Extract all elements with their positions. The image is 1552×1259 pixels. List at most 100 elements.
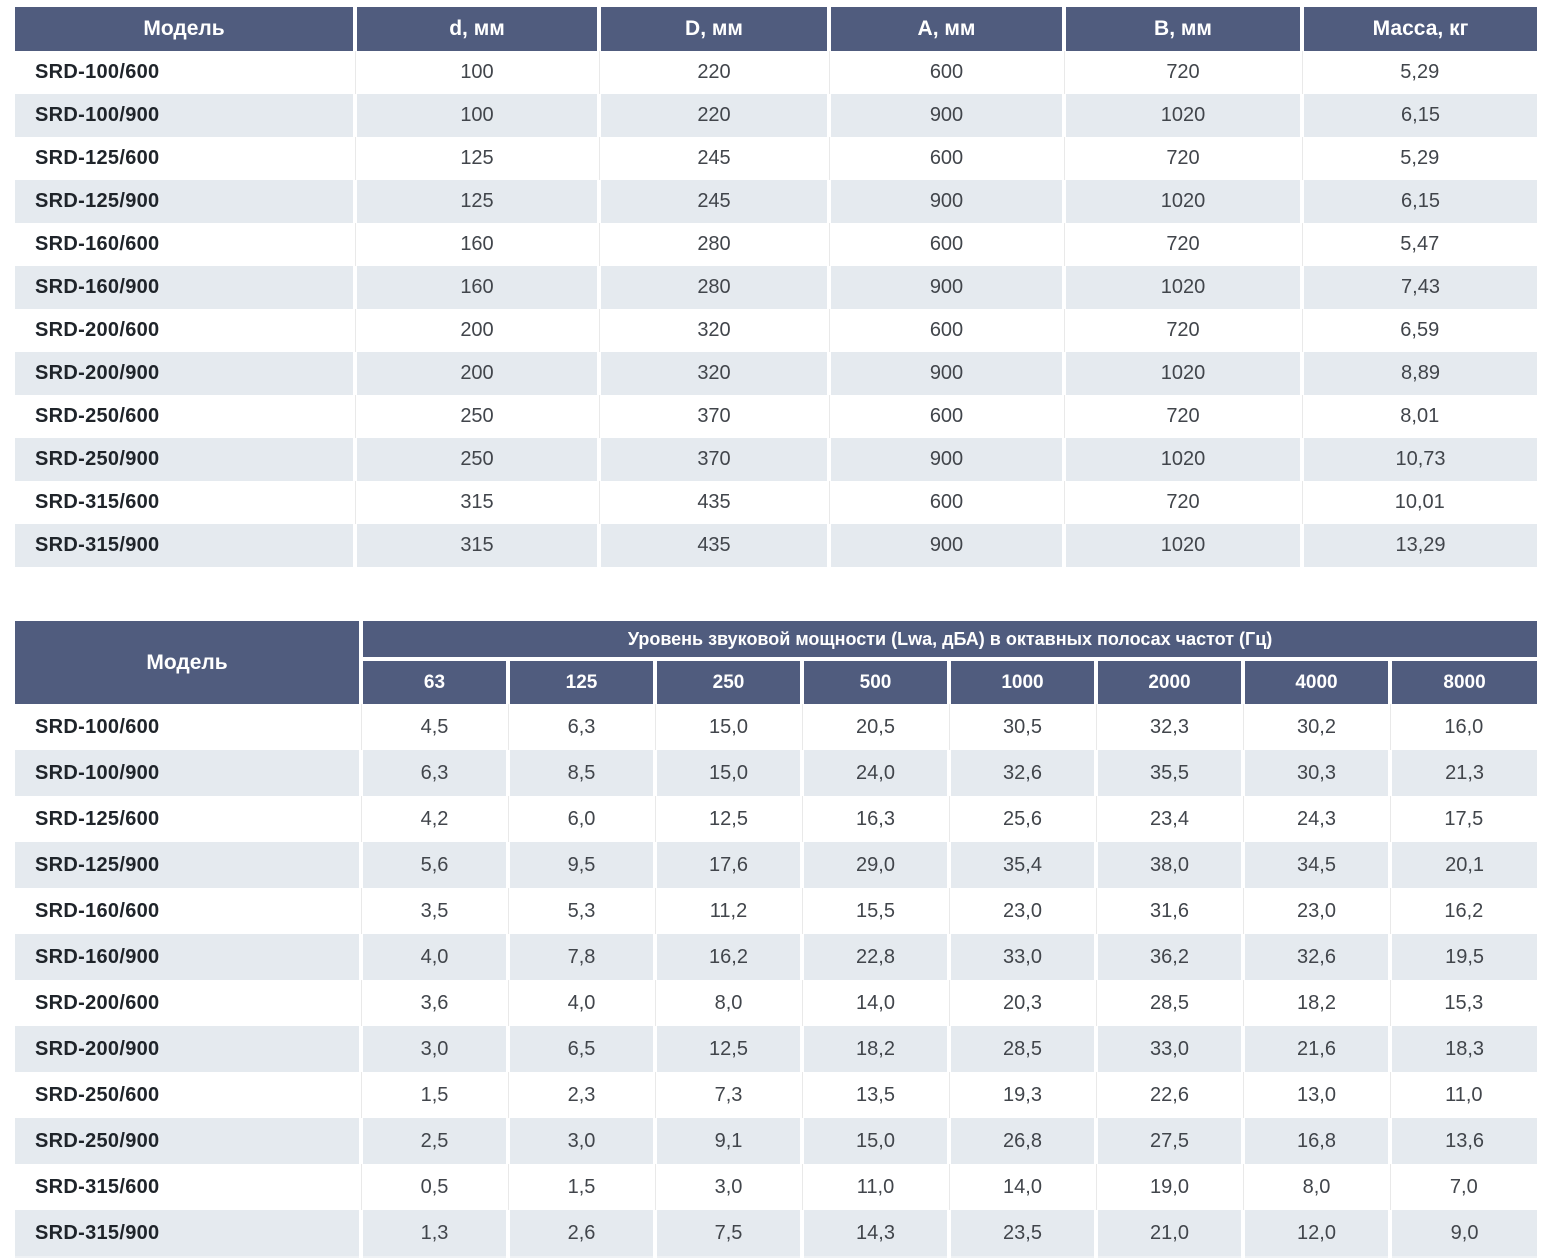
- value-cell: 1,5: [508, 1164, 656, 1210]
- model-cell: SRD-200/900: [15, 352, 357, 395]
- acoustic-row: SRD-100/600 4,5 6,3 15,0 20,5 30,5 32,3 30,2 16,…: [15, 704, 1538, 750]
- acoustic-row: SRD-160/900 4,0 7,8 16,2 22,8 33,0 36,2 32,6 19,…: [15, 934, 1538, 980]
- value-cell: 8,89: [1302, 352, 1537, 395]
- value-cell: 9,5: [508, 842, 657, 888]
- value-cell: 1020: [1064, 352, 1304, 395]
- value-cell: 20,1: [1390, 842, 1538, 888]
- value-cell: 220: [599, 94, 831, 137]
- acoustic-row: SRD-250/900 2,5 3,0 9,1 15,0 26,8 27,5 16,8 13,6: [15, 1118, 1538, 1164]
- value-cell: 5,47: [1302, 223, 1537, 266]
- value-cell: 9,1: [655, 1118, 804, 1164]
- value-cell: 3,0: [361, 1026, 510, 1072]
- value-cell: 33,0: [1096, 1026, 1245, 1072]
- value-cell: 600: [829, 309, 1065, 352]
- value-cell: 720: [1064, 137, 1303, 180]
- value-cell: 200: [355, 352, 601, 395]
- dimensions-row: SRD-125/600 125 245 600 720 5,29: [15, 137, 1537, 180]
- value-cell: 7,8: [508, 934, 657, 980]
- value-cell: 315: [355, 481, 600, 524]
- value-cell: 5,29: [1302, 137, 1537, 180]
- value-cell: 600: [829, 137, 1065, 180]
- model-cell: SRD-250/600: [15, 395, 356, 438]
- value-cell: 10,73: [1302, 438, 1537, 481]
- model-cell: SRD-160/900: [15, 934, 363, 980]
- value-cell: 12,0: [1243, 1210, 1392, 1257]
- value-cell: 33,0: [949, 934, 1098, 980]
- model-cell: SRD-250/900: [15, 1118, 363, 1164]
- value-cell: 125: [355, 137, 600, 180]
- dimensions-row: SRD-315/900 315 435 900 1020 13,29: [15, 524, 1537, 567]
- acoustic-row: SRD-125/900 5,6 9,5 17,6 29,0 35,4 38,0 34,5 20,…: [15, 842, 1538, 888]
- value-cell: 7,3: [655, 1072, 803, 1118]
- value-cell: 280: [599, 223, 830, 266]
- dimensions-row: SRD-125/900 125 245 900 1020 6,15: [15, 180, 1537, 223]
- value-cell: 19,3: [949, 1072, 1097, 1118]
- value-cell: 24,3: [1243, 796, 1391, 842]
- column-header-63hz: 63: [361, 659, 510, 704]
- value-cell: 720: [1064, 395, 1303, 438]
- model-cell: SRD-160/600: [15, 888, 362, 934]
- value-cell: 29,0: [802, 842, 951, 888]
- value-cell: 5,3: [508, 888, 656, 934]
- value-cell: 13,6: [1390, 1118, 1538, 1164]
- value-cell: 6,15: [1302, 94, 1537, 137]
- value-cell: 600: [829, 395, 1065, 438]
- value-cell: 245: [599, 180, 831, 223]
- dimensions-row: SRD-160/600 160 280 600 720 5,47: [15, 223, 1537, 266]
- value-cell: 7,0: [1390, 1164, 1538, 1210]
- value-cell: 32,3: [1096, 704, 1244, 750]
- model-cell: SRD-100/900: [15, 94, 357, 137]
- dimensions-row: SRD-250/600 250 370 600 720 8,01: [15, 395, 1537, 438]
- value-cell: 9,0: [1390, 1210, 1538, 1257]
- value-cell: 720: [1064, 51, 1303, 94]
- model-cell: SRD-315/900: [15, 524, 357, 567]
- value-cell: 900: [829, 180, 1066, 223]
- dimensions-row: SRD-100/600 100 220 600 720 5,29: [15, 51, 1537, 94]
- column-header-B: B, мм: [1064, 7, 1304, 51]
- acoustic-row: SRD-100/900 6,3 8,5 15,0 24,0 32,6 35,5 30,3 21,…: [15, 750, 1538, 796]
- value-cell: 17,5: [1390, 796, 1538, 842]
- value-cell: 20,5: [802, 704, 950, 750]
- value-cell: 370: [599, 438, 831, 481]
- value-cell: 12,5: [655, 796, 803, 842]
- value-cell: 28,5: [949, 1026, 1098, 1072]
- value-cell: 21,0: [1096, 1210, 1245, 1257]
- value-cell: 8,5: [508, 750, 657, 796]
- value-cell: 280: [599, 266, 831, 309]
- dimensions-row: SRD-100/900 100 220 900 1020 6,15: [15, 94, 1537, 137]
- value-cell: 19,5: [1390, 934, 1538, 980]
- column-header-8000hz: 8000: [1390, 659, 1538, 704]
- value-cell: 720: [1064, 309, 1303, 352]
- column-header-mass: Масса, кг: [1302, 7, 1537, 51]
- value-cell: 2,5: [361, 1118, 510, 1164]
- model-cell: SRD-315/600: [15, 1164, 362, 1210]
- model-cell: SRD-250/600: [15, 1072, 362, 1118]
- value-cell: 23,0: [949, 888, 1097, 934]
- value-cell: 18,2: [1243, 980, 1391, 1026]
- column-header-1000hz: 1000: [949, 659, 1098, 704]
- value-cell: 3,5: [361, 888, 509, 934]
- acoustic-row: SRD-250/600 1,5 2,3 7,3 13,5 19,3 22,6 13,0 11,0: [15, 1072, 1538, 1118]
- value-cell: 5,29: [1302, 51, 1537, 94]
- value-cell: 18,2: [802, 1026, 951, 1072]
- column-header-4000hz: 4000: [1243, 659, 1392, 704]
- value-cell: 36,2: [1096, 934, 1245, 980]
- value-cell: 23,5: [949, 1210, 1098, 1257]
- value-cell: 13,0: [1243, 1072, 1391, 1118]
- dimensions-row: SRD-160/900 160 280 900 1020 7,43: [15, 266, 1537, 309]
- value-cell: 30,2: [1243, 704, 1391, 750]
- value-cell: 24,0: [802, 750, 951, 796]
- model-cell: SRD-125/600: [15, 137, 356, 180]
- value-cell: 12,5: [655, 1026, 804, 1072]
- value-cell: 900: [829, 438, 1066, 481]
- value-cell: 315: [355, 524, 601, 567]
- value-cell: 600: [829, 51, 1065, 94]
- dimensions-table: Модель d, мм D, мм A, мм B, мм Масса, кг…: [15, 7, 1537, 567]
- value-cell: 3,0: [655, 1164, 803, 1210]
- value-cell: 600: [829, 223, 1065, 266]
- value-cell: 125: [355, 180, 601, 223]
- value-cell: 11,2: [655, 888, 803, 934]
- value-cell: 38,0: [1096, 842, 1245, 888]
- value-cell: 14,3: [802, 1210, 951, 1257]
